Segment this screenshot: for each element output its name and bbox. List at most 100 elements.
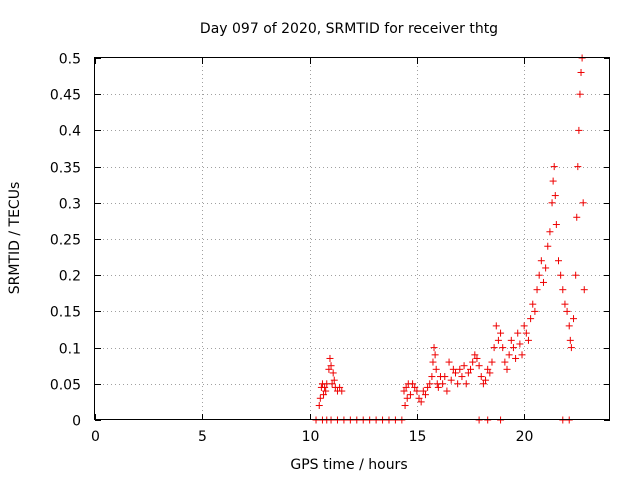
data-point	[406, 391, 414, 399]
chart-title: Day 097 of 2020, SRMTID for receiver tht…	[200, 21, 498, 37]
data-point	[529, 300, 537, 308]
y-tick-label: 0	[72, 414, 81, 430]
x-tick-label: 0	[91, 429, 100, 445]
data-point	[563, 307, 571, 315]
data-point	[512, 354, 520, 362]
data-point	[321, 383, 329, 391]
y-tick-labels: 0 0.05 0.1 0.15 0.2 0.25 0.3 0.35 0.4 0.45 0.5	[50, 52, 81, 430]
data-point	[566, 336, 574, 344]
data-point	[336, 383, 344, 391]
data-point	[458, 373, 466, 381]
y-tick-label: 0.35	[50, 161, 81, 177]
x-tick-label: 15	[409, 429, 427, 445]
data-point	[514, 329, 522, 337]
data-point	[403, 394, 411, 402]
data-point	[432, 365, 440, 373]
data-point	[494, 336, 502, 344]
data-point	[520, 322, 528, 330]
data-point	[325, 365, 333, 373]
data-point	[550, 163, 558, 171]
data-point	[488, 358, 496, 366]
y-tick-label: 0.3	[59, 197, 81, 213]
data-point	[573, 213, 581, 221]
data-point	[338, 387, 346, 395]
data-point	[473, 354, 481, 362]
data-point	[535, 271, 543, 279]
data-point	[315, 402, 323, 410]
data-point	[486, 369, 494, 377]
data-point	[531, 307, 539, 315]
y-tick-label: 0.2	[59, 269, 81, 285]
data-point	[574, 163, 582, 171]
data-point	[518, 351, 526, 359]
data-point	[401, 402, 409, 410]
x-tick-label: 5	[198, 429, 207, 445]
data-points	[312, 54, 588, 424]
data-point	[430, 344, 438, 352]
data-point	[415, 394, 423, 402]
data-point	[421, 391, 429, 399]
data-point	[449, 365, 457, 373]
data-point	[549, 177, 557, 185]
data-point	[447, 376, 455, 384]
data-point	[557, 271, 565, 279]
data-point	[539, 278, 547, 286]
data-point	[434, 383, 442, 391]
data-point	[509, 344, 517, 352]
data-point	[329, 369, 337, 377]
data-point	[522, 329, 530, 337]
data-point	[464, 369, 472, 377]
data-point	[409, 380, 417, 388]
grid-lines	[95, 58, 610, 420]
data-point	[429, 358, 437, 366]
data-point	[456, 365, 464, 373]
data-point	[552, 221, 560, 229]
y-tick-label: 0.05	[50, 378, 81, 394]
data-point	[413, 387, 421, 395]
data-point	[561, 300, 569, 308]
data-point	[501, 358, 509, 366]
data-point	[445, 358, 453, 366]
data-point	[439, 380, 447, 388]
data-point	[577, 68, 585, 76]
data-point	[567, 344, 575, 352]
y-axis-label: SRMTID / TECUs	[7, 182, 23, 295]
data-point	[507, 336, 515, 344]
data-point	[570, 315, 578, 323]
data-point	[537, 257, 545, 265]
data-point	[419, 387, 427, 395]
data-point	[460, 362, 468, 370]
data-point	[467, 365, 475, 373]
data-point	[546, 228, 554, 236]
data-point	[411, 383, 419, 391]
data-point	[580, 286, 588, 294]
data-point	[417, 398, 425, 406]
data-point	[524, 336, 532, 344]
data-point	[572, 271, 580, 279]
data-point	[426, 380, 434, 388]
data-point	[575, 126, 583, 134]
data-point	[475, 362, 483, 370]
data-point	[322, 387, 330, 395]
data-point	[462, 380, 470, 388]
data-point	[327, 362, 335, 370]
data-point	[316, 394, 324, 402]
data-point	[497, 329, 505, 337]
data-point	[551, 192, 559, 200]
data-point	[499, 344, 507, 352]
data-point	[479, 380, 487, 388]
data-point	[579, 199, 587, 207]
data-point	[454, 380, 462, 388]
data-point	[431, 351, 439, 359]
data-point	[505, 351, 513, 359]
data-point	[471, 351, 479, 359]
y-tick-label: 0.1	[59, 342, 81, 358]
x-tick-label: 20	[516, 429, 534, 445]
y-tick-label: 0.5	[59, 52, 81, 68]
y-tick-label: 0.15	[50, 305, 81, 321]
y-tick-label: 0.4	[59, 124, 81, 140]
data-point	[565, 322, 573, 330]
data-point	[441, 373, 449, 381]
data-point	[533, 286, 541, 294]
